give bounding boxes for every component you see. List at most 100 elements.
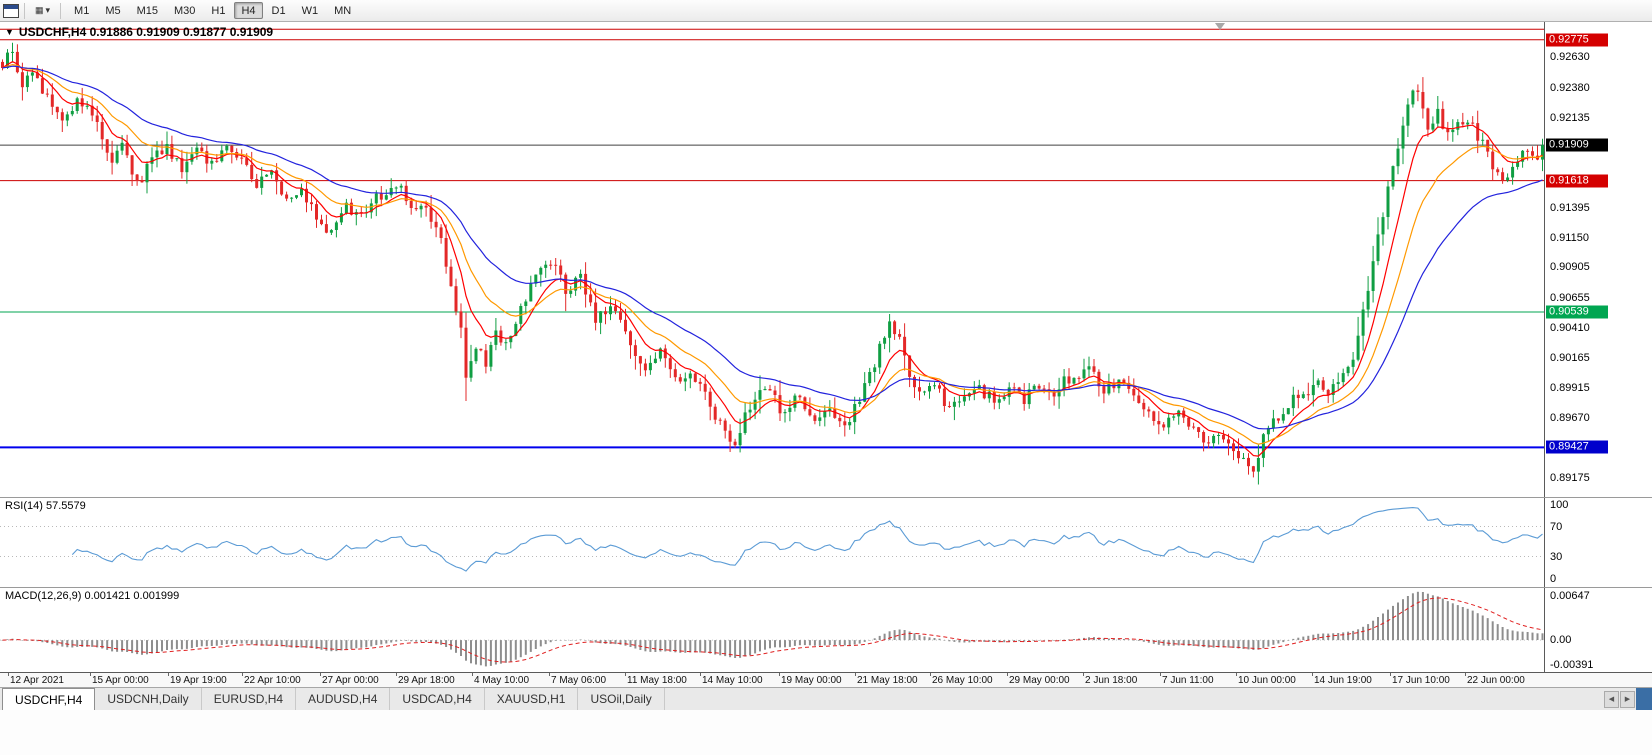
timeframe-button-m30[interactable]: M30 bbox=[174, 5, 196, 17]
time-label: 29 May 00:00 bbox=[1009, 675, 1070, 686]
rsi-level: 100 bbox=[1550, 499, 1569, 511]
price-axis[interactable]: 0.92630 0.92380 0.92135 0.91395 0.91150 0.909… bbox=[1545, 22, 1652, 497]
time-label: 15 Apr 00:00 bbox=[92, 675, 149, 686]
rsi-level: 0 bbox=[1550, 573, 1557, 585]
chart-tab-usoil-daily[interactable]: USOil,Daily bbox=[578, 688, 665, 710]
chart-tab-usdcad-h4[interactable]: USDCAD,H4 bbox=[390, 688, 485, 710]
price-tick: 0.91395 bbox=[1550, 202, 1590, 214]
time-label: 7 Jun 11:00 bbox=[1162, 675, 1214, 686]
price-tick: 0.90655 bbox=[1550, 292, 1590, 304]
time-label: 19 Apr 19:00 bbox=[170, 675, 227, 686]
time-tick-mark bbox=[320, 673, 321, 676]
timeframe-button-w1[interactable]: W1 bbox=[301, 5, 319, 17]
price-tick: 0.92630 bbox=[1550, 51, 1590, 63]
time-label: 2 Jun 18:00 bbox=[1085, 675, 1138, 686]
timeframe-button-m15[interactable]: M15 bbox=[136, 5, 159, 17]
timeframe-buttons: M1 M5 M15 M30 H1 H4 D1 W1 MN bbox=[66, 2, 359, 19]
time-label: 27 Apr 00:00 bbox=[322, 675, 379, 686]
chart-ohlc-title: USDCHF,H4 0.91886 0.91909 0.91877 0.9190… bbox=[18, 25, 274, 39]
timeframe-button-m1[interactable]: M1 bbox=[74, 5, 90, 17]
time-tick-mark bbox=[855, 673, 856, 676]
chart-tab-usdcnh-daily[interactable]: USDCNH,Daily bbox=[95, 688, 202, 710]
chart-type-dropdown[interactable]: ▦ ▾ bbox=[30, 2, 55, 19]
time-tick-mark bbox=[396, 673, 397, 676]
rsi-indicator-area[interactable]: RSI(14) 57.5579 bbox=[0, 498, 1545, 587]
timeframe-button-mn[interactable]: MN bbox=[334, 5, 352, 17]
time-label: 26 May 10:00 bbox=[932, 675, 993, 686]
time-tick-mark bbox=[700, 673, 701, 676]
rsi-axis[interactable]: 100 70 30 0 bbox=[1545, 498, 1652, 587]
macd-indicator-panel: MACD(12,26,9) 0.001421 0.001999 0.00647 0… bbox=[0, 587, 1652, 672]
price-badge-0.90539: 0.90539 bbox=[1546, 305, 1608, 319]
rsi-chart-svg bbox=[0, 507, 1544, 572]
time-tick-mark bbox=[779, 673, 780, 676]
rsi-level: 30 bbox=[1550, 551, 1563, 563]
price-badge-0.91909: 0.91909 bbox=[1546, 138, 1608, 152]
chart-tab-eurusd-h4[interactable]: EURUSD,H4 bbox=[202, 688, 297, 710]
time-tick-mark bbox=[1236, 673, 1237, 676]
macd-level: 0.00647 bbox=[1550, 590, 1590, 602]
time-tick-mark bbox=[168, 673, 169, 676]
bottom-spacer bbox=[0, 710, 1652, 755]
price-tick: 0.92380 bbox=[1550, 82, 1590, 94]
tab-scroll-right-button[interactable]: ▶ bbox=[1620, 690, 1635, 708]
macd-axis[interactable]: 0.00647 0.00 -0.00391 bbox=[1545, 588, 1652, 672]
price-tick: 0.91150 bbox=[1550, 232, 1589, 244]
chart-window-icon[interactable] bbox=[3, 3, 19, 18]
one-click-trading-collapse-icon[interactable]: ▼ bbox=[5, 27, 14, 37]
time-tick-mark bbox=[472, 673, 473, 676]
time-tick-mark bbox=[1083, 673, 1084, 676]
time-label: 21 May 18:00 bbox=[857, 675, 918, 686]
macd-label: MACD(12,26,9) 0.001421 0.001999 bbox=[5, 590, 180, 602]
chart-tab-bar: USDCHF,H4 USDCNH,Daily EURUSD,H4 AUDUSD,H4 U… bbox=[0, 687, 1652, 710]
chart-tab-xauusd-h1[interactable]: XAUUSD,H1 bbox=[485, 688, 579, 710]
tab-scroll-left-button[interactable]: ◀ bbox=[1604, 690, 1619, 708]
timeframe-toolbar: ▦ ▾ M1 M5 M15 M30 H1 H4 D1 W1 MN bbox=[0, 0, 1652, 22]
macd-level: 0.00 bbox=[1550, 634, 1572, 646]
corner-accent bbox=[1636, 688, 1652, 710]
time-tick-mark bbox=[1007, 673, 1008, 676]
price-badge-0.89427: 0.89427 bbox=[1546, 440, 1608, 454]
chart-shift-marker-icon[interactable] bbox=[1215, 23, 1225, 30]
candlestick-chart-svg bbox=[0, 28, 1544, 485]
time-tick-mark bbox=[90, 673, 91, 676]
time-tick-mark bbox=[549, 673, 550, 676]
rsi-indicator-panel: RSI(14) 57.5579 100 70 30 0 bbox=[0, 497, 1652, 587]
rsi-level: 70 bbox=[1550, 521, 1563, 533]
macd-indicator-area[interactable]: MACD(12,26,9) 0.001421 0.001999 bbox=[0, 588, 1545, 672]
price-tick: 0.92135 bbox=[1550, 112, 1590, 124]
time-axis[interactable]: 12 Apr 2021 15 Apr 00:00 19 Apr 19:00 22 Ap… bbox=[0, 672, 1652, 687]
timeframe-button-h4[interactable]: H4 bbox=[234, 2, 263, 19]
main-chart-panel: ▼ USDCHF,H4 0.91886 0.91909 0.91877 0.91… bbox=[0, 22, 1652, 497]
time-label: 10 Jun 00:00 bbox=[1238, 675, 1296, 686]
time-label: 12 Apr 2021 bbox=[10, 675, 64, 686]
time-label: 11 May 18:00 bbox=[627, 675, 687, 686]
time-label: 7 May 06:00 bbox=[551, 675, 607, 686]
candles-icon: ▦ bbox=[35, 5, 44, 15]
time-label: 17 Jun 10:00 bbox=[1392, 675, 1450, 686]
price-tick: 0.90410 bbox=[1550, 322, 1590, 334]
time-label: 22 Apr 10:00 bbox=[244, 675, 301, 686]
time-label: 4 May 10:00 bbox=[474, 675, 530, 686]
timeframe-button-h1[interactable]: H1 bbox=[211, 5, 226, 17]
macd-chart-svg bbox=[0, 591, 1544, 667]
price-tick: 0.89175 bbox=[1550, 472, 1590, 484]
time-tick-mark bbox=[1390, 673, 1391, 676]
time-tick-mark bbox=[242, 673, 243, 676]
time-label: 29 Apr 18:00 bbox=[398, 675, 455, 686]
timeframe-button-d1[interactable]: D1 bbox=[271, 5, 286, 17]
chart-tab-usdchf-h4[interactable]: USDCHF,H4 bbox=[2, 688, 96, 710]
timeframe-button-m5[interactable]: M5 bbox=[105, 5, 121, 17]
chart-tab-audusd-h4[interactable]: AUDUSD,H4 bbox=[296, 688, 391, 710]
chevron-down-icon: ▾ bbox=[45, 5, 51, 15]
time-tick-mark bbox=[930, 673, 931, 676]
time-tick-mark bbox=[1160, 673, 1161, 676]
price-badge-0.91618: 0.91618 bbox=[1546, 174, 1608, 188]
candlestick-chart-area[interactable]: ▼ USDCHF,H4 0.91886 0.91909 0.91877 0.91… bbox=[0, 22, 1545, 497]
price-tick: 0.90905 bbox=[1550, 261, 1590, 273]
chart-tabs: USDCHF,H4 USDCNH,Daily EURUSD,H4 AUDUSD,H4 U… bbox=[2, 688, 665, 710]
price-badge-0.92775: 0.92775 bbox=[1546, 33, 1608, 47]
toolbar-separator bbox=[60, 2, 62, 19]
price-tick: 0.89670 bbox=[1550, 412, 1590, 424]
